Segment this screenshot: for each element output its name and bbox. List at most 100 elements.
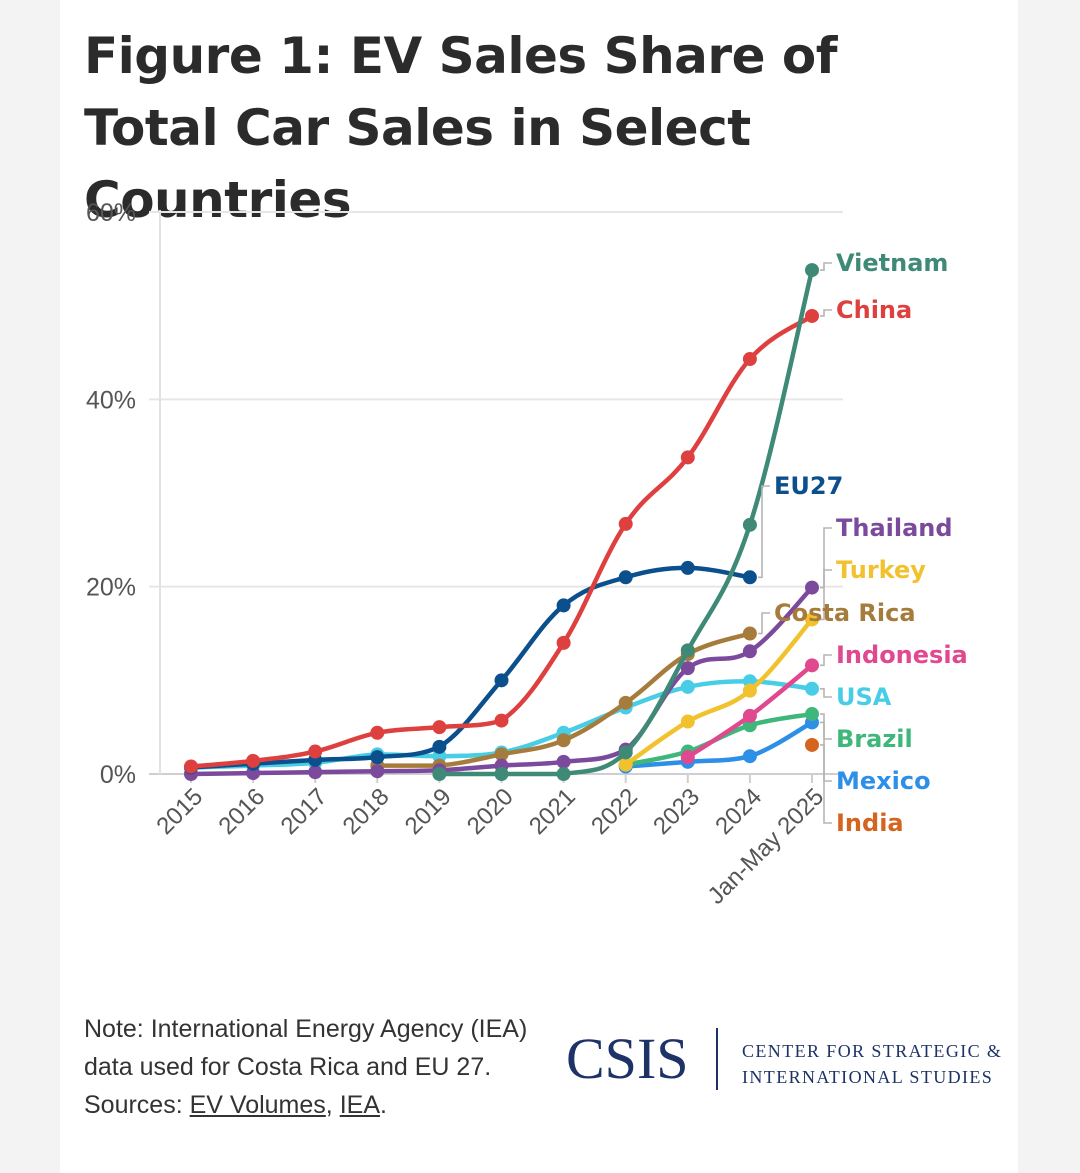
series-label-indonesia: Indonesia [836, 641, 968, 669]
x-tick-label-2015: 2015 [151, 783, 208, 840]
note-text: Note: International Energy Agency (IEA) … [84, 1015, 528, 1081]
data-point-china [680, 450, 695, 465]
data-point-eu27 [432, 739, 447, 754]
data-point-eu27 [680, 560, 695, 575]
logo-line-2: INTERNATIONAL STUDIES [742, 1067, 994, 1087]
label-leader-china [820, 309, 832, 317]
x-tick-label-2023: 2023 [648, 783, 705, 840]
sources-end: . [380, 1091, 387, 1119]
label-leader-turkey [820, 569, 832, 621]
label-leader-indonesia [820, 654, 832, 667]
label-leader-usa [820, 687, 832, 698]
y-tick-label: 20% [86, 574, 136, 602]
data-point-china [805, 308, 819, 323]
logo-line-1: CENTER FOR STRATEGIC & [742, 1041, 1003, 1061]
data-point-eu27 [742, 570, 757, 585]
series-line-turkey [623, 617, 815, 767]
series-label-india: India [836, 809, 904, 837]
sources-prefix: Sources: [84, 1091, 190, 1119]
series-label-turkey: Turkey [836, 556, 926, 584]
data-point-china [246, 753, 261, 768]
series-line-vietnam [437, 267, 815, 777]
data-point-china [308, 744, 323, 759]
data-point-china [370, 725, 385, 740]
series-line-thailand [188, 585, 815, 777]
data-point-vietnam [805, 263, 819, 278]
data-point-turkey [742, 683, 757, 698]
csis-logo-mark: CSIS [566, 1026, 689, 1091]
series-turkey [618, 612, 819, 772]
chart-note: Note: International Energy Agency (IEA) … [84, 1010, 554, 1124]
y-tick-label: 0% [100, 761, 136, 789]
series-vietnam [432, 263, 819, 781]
data-point-vietnam [618, 745, 633, 760]
series-label-usa: USA [836, 683, 892, 711]
x-tick-label-2018: 2018 [338, 783, 395, 840]
series-india [805, 737, 819, 752]
x-tick-label-2020: 2020 [462, 783, 519, 840]
x-tick-label-2019: 2019 [400, 783, 457, 840]
data-point-costa-rica [618, 695, 633, 710]
source-link-iea[interactable]: IEA [339, 1091, 380, 1119]
series-line-china [188, 313, 815, 769]
label-leader-eu27 [757, 485, 770, 579]
data-point-usa [680, 679, 695, 694]
series-label-eu27: EU27 [774, 472, 843, 500]
series-label-costa-rica: Costa Rica [774, 599, 916, 627]
label-leader-india [820, 744, 832, 824]
series-indonesia [680, 658, 819, 765]
data-point-turkey [618, 757, 633, 772]
data-point-costa-rica [556, 733, 571, 748]
data-point-indonesia [805, 658, 819, 673]
data-point-costa-rica [742, 626, 757, 641]
x-tick-label-2022: 2022 [586, 783, 643, 840]
logo-divider [716, 1028, 718, 1090]
series-line-eu27 [188, 565, 753, 770]
data-point-vietnam [556, 767, 571, 781]
data-point-eu27 [494, 673, 509, 688]
source-link-ev-volumes[interactable]: EV Volumes [189, 1091, 326, 1119]
data-point-turkey [680, 714, 695, 729]
data-point-usa [805, 681, 819, 696]
data-point-eu27 [618, 570, 633, 585]
x-tick-label-2017: 2017 [276, 783, 333, 840]
series-label-vietnam: Vietnam [836, 249, 948, 277]
data-point-indonesia [742, 708, 757, 723]
data-point-china [494, 713, 509, 728]
data-point-india [805, 737, 819, 752]
data-point-turkey [805, 612, 819, 627]
csis-logo: CSIS CENTER FOR STRATEGIC & INTERNATIONA… [566, 1026, 1006, 1092]
data-point-china [556, 635, 571, 650]
series-label-mexico: Mexico [836, 767, 931, 795]
series-label-brazil: Brazil [836, 725, 913, 753]
y-tick-label: 40% [86, 386, 136, 414]
data-point-costa-rica [494, 747, 509, 762]
data-point-china [432, 720, 447, 735]
data-point-vietnam [742, 517, 757, 532]
data-point-vietnam [494, 767, 509, 781]
data-point-china [184, 759, 198, 774]
data-point-china [742, 352, 757, 367]
label-leader-thailand [820, 527, 832, 589]
series-china [184, 308, 819, 774]
data-point-vietnam [680, 643, 695, 658]
y-tick-label: 60% [86, 199, 136, 227]
data-point-thailand [680, 661, 695, 676]
data-point-mexico [742, 749, 757, 764]
data-point-eu27 [370, 750, 385, 765]
data-point-thailand [556, 754, 571, 769]
series-label-china: China [836, 296, 912, 324]
series-line-mexico [623, 720, 815, 769]
x-tick-label-2016: 2016 [213, 783, 270, 840]
data-point-thailand [742, 644, 757, 659]
data-point-thailand [370, 764, 385, 779]
line-chart: 0%20%40%60%2015 2016 2017 2018 2019 2020 2021 2… [86, 199, 968, 910]
data-point-brazil [805, 707, 819, 722]
label-leader-costa-rica [757, 612, 770, 635]
sources-line: Sources: EV Volumes, IEA. [84, 1086, 554, 1124]
logo-wordmark: CENTER FOR STRATEGIC & INTERNATIONAL STU… [742, 1038, 1002, 1090]
label-leader-vietnam [820, 262, 832, 271]
x-tick-label-2024: 2024 [710, 783, 767, 840]
label-leader-mexico [820, 721, 832, 782]
label-leader-brazil [820, 713, 832, 740]
